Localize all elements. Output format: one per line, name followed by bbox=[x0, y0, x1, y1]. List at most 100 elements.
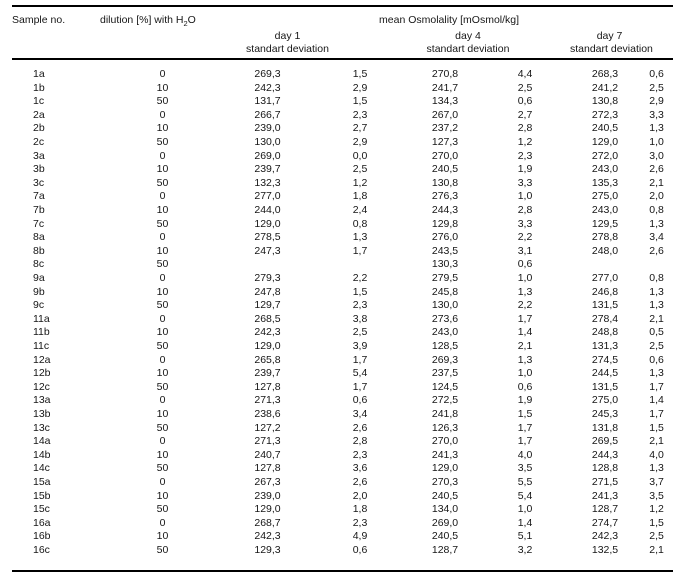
day7_sd-cell: 1,5 bbox=[649, 421, 664, 434]
header-day1-group: day 1 standart deviation bbox=[225, 30, 410, 61]
day7-cell: 272,3 bbox=[591, 108, 619, 121]
table-row: 8c 50 130,3 0,6 bbox=[12, 258, 673, 272]
day4-cell: 270,0 bbox=[431, 435, 459, 448]
day7-cell: 275,0 bbox=[591, 190, 619, 203]
day7-cell: 131,5 bbox=[591, 380, 619, 393]
dilution-cell: 50 bbox=[156, 380, 169, 393]
table-row: 13b 10 238,6 3,4 241,8 1,5 245,3 1,7 bbox=[12, 408, 673, 422]
day4_sd-cell: 3,3 bbox=[517, 176, 533, 189]
day4_sd-cell: 1,0 bbox=[517, 367, 533, 380]
day4_sd-cell: 4,4 bbox=[517, 68, 533, 81]
day7-cell: 128,7 bbox=[591, 503, 619, 516]
dilution-cell: 10 bbox=[156, 163, 169, 176]
table-row: 12b 10 239,7 5,4 237,5 1,0 244,5 1,3 bbox=[12, 367, 673, 381]
day1-cell: 279,3 bbox=[254, 272, 281, 284]
day4_sd-cell: 1,4 bbox=[517, 326, 533, 339]
table-header: Sample no. dilution [%] with H2O mean Os… bbox=[12, 7, 674, 61]
day4-cell: 279,5 bbox=[431, 272, 459, 284]
day4_sd-cell: 0,6 bbox=[517, 258, 533, 271]
sample-cell: 14c bbox=[33, 462, 50, 475]
header-day7-group: day 7 standart deviation bbox=[570, 30, 674, 61]
day1-cell: 244,0 bbox=[254, 204, 281, 217]
table-row: 2b 10 239,0 2,7 237,2 2,8 240,5 1,3 bbox=[12, 122, 673, 136]
day7-cell: 129,0 bbox=[591, 136, 619, 149]
dilution-cell: 10 bbox=[156, 326, 169, 339]
day7-cell: 241,3 bbox=[591, 489, 619, 502]
day4-sd-label: standart deviation bbox=[426, 43, 510, 56]
sample-cell: 15a bbox=[33, 475, 51, 488]
day7_sd-cell: 1,3 bbox=[649, 462, 664, 475]
day4_sd-cell: 1,9 bbox=[517, 394, 533, 407]
day1-cell: 242,3 bbox=[254, 81, 281, 94]
day1-cell: 269,3 bbox=[254, 68, 281, 81]
table-row: 15c 50 129,0 1,8 134,0 1,0 128,7 1,2 bbox=[12, 503, 673, 517]
day4-cell: 129,8 bbox=[431, 217, 459, 230]
day7-cell: 278,8 bbox=[591, 231, 619, 244]
day4_sd-cell: 2,7 bbox=[517, 108, 533, 121]
table-row: 1a 0 269,3 1,5 270,8 4,4 268,3 0,6 bbox=[12, 59, 673, 82]
header-day4-group: day 4 standart deviation bbox=[410, 30, 570, 61]
day7_sd-cell: 3,0 bbox=[649, 149, 664, 162]
header-dilution-subscript: 2 bbox=[183, 19, 188, 29]
day7_sd-cell: 1,2 bbox=[649, 503, 664, 516]
sample-cell: 15c bbox=[33, 503, 50, 516]
sample-cell: 8a bbox=[33, 231, 45, 244]
day7_sd-cell: 2,1 bbox=[649, 312, 664, 325]
day1_sd-cell: 1,2 bbox=[352, 176, 368, 189]
header-spacer-dilution bbox=[100, 30, 225, 61]
sample-cell: 16c bbox=[33, 543, 50, 556]
day7_sd-cell: 4,0 bbox=[649, 448, 664, 461]
day7_sd-cell bbox=[640, 258, 673, 272]
header-dilution-text: dilution [%] with H bbox=[100, 14, 184, 26]
dilution-cell: 10 bbox=[156, 81, 169, 94]
sample-cell: 15b bbox=[33, 489, 51, 502]
day4_sd-cell: 2,8 bbox=[517, 204, 533, 217]
table-row: 1b 10 242,3 2,9 241,7 2,5 241,2 2,5 bbox=[12, 82, 673, 96]
day1_sd-cell: 0,6 bbox=[352, 543, 368, 556]
day1-cell: 131,7 bbox=[254, 95, 281, 108]
day4_sd-cell: 1,5 bbox=[517, 407, 533, 420]
day1_sd-cell: 2,6 bbox=[352, 421, 368, 434]
day1-sd-label: standart deviation bbox=[246, 43, 329, 56]
day1_sd-cell: 1,5 bbox=[352, 95, 368, 108]
day1-cell: 239,7 bbox=[254, 163, 281, 176]
day7_sd-cell: 3,5 bbox=[649, 489, 664, 502]
sample-cell: 1b bbox=[33, 81, 45, 94]
sample-cell: 16a bbox=[33, 516, 51, 529]
dilution-cell: 0 bbox=[159, 108, 166, 121]
day4-cell: 237,5 bbox=[431, 367, 459, 380]
day1_sd-cell: 4,9 bbox=[352, 530, 368, 543]
day4_sd-cell: 1,3 bbox=[517, 353, 533, 366]
day4-cell: 130,3 bbox=[431, 258, 459, 271]
sample-cell: 12b bbox=[33, 367, 51, 380]
table-row: 14b 10 240,7 2,3 241,3 4,0 244,3 4,0 bbox=[12, 449, 673, 463]
day1_sd-cell: 2,3 bbox=[352, 516, 368, 529]
table-row: 1c 50 131,7 1,5 134,3 0,6 130,8 2,9 bbox=[12, 95, 673, 109]
day4-cell: 128,5 bbox=[431, 339, 459, 352]
day1-cell: 129,3 bbox=[254, 543, 281, 556]
table-row: 12c 50 127,8 1,7 124,5 0,6 131,5 1,7 bbox=[12, 381, 673, 395]
dilution-cell: 0 bbox=[159, 353, 166, 366]
day4-cell: 130,8 bbox=[431, 176, 459, 189]
day7_sd-cell: 1,3 bbox=[649, 367, 664, 380]
dilution-cell: 50 bbox=[156, 543, 169, 556]
day1-cell: 267,3 bbox=[254, 475, 281, 488]
day4_sd-cell: 1,9 bbox=[517, 163, 533, 176]
sample-cell: 7a bbox=[33, 190, 45, 203]
day1_sd-cell: 0,6 bbox=[352, 394, 368, 407]
day1-cell: 132,3 bbox=[254, 176, 281, 189]
sample-cell: 16b bbox=[33, 530, 51, 543]
table-row: 7a 0 277,0 1,8 276,3 1,0 275,0 2,0 bbox=[12, 190, 673, 204]
day7-cell: 131,3 bbox=[591, 339, 619, 352]
table-row: 9a 0 279,3 2,2 279,5 1,0 277,0 0,8 bbox=[12, 272, 673, 286]
dilution-cell: 0 bbox=[159, 475, 166, 488]
dilution-cell: 50 bbox=[156, 421, 169, 434]
day1_sd-cell: 2,9 bbox=[352, 81, 368, 94]
day7_sd-cell: 1,7 bbox=[649, 380, 664, 393]
table-row: 15b 10 239,0 2,0 240,5 5,4 241,3 3,5 bbox=[12, 490, 673, 504]
dilution-cell: 50 bbox=[156, 95, 169, 108]
day1-cell: 247,3 bbox=[254, 244, 281, 257]
osmolality-results-table-page: Sample no. dilution [%] with H2O mean Os… bbox=[12, 5, 674, 573]
day4-cell: 241,7 bbox=[431, 81, 459, 94]
sample-cell: 2c bbox=[33, 136, 45, 149]
